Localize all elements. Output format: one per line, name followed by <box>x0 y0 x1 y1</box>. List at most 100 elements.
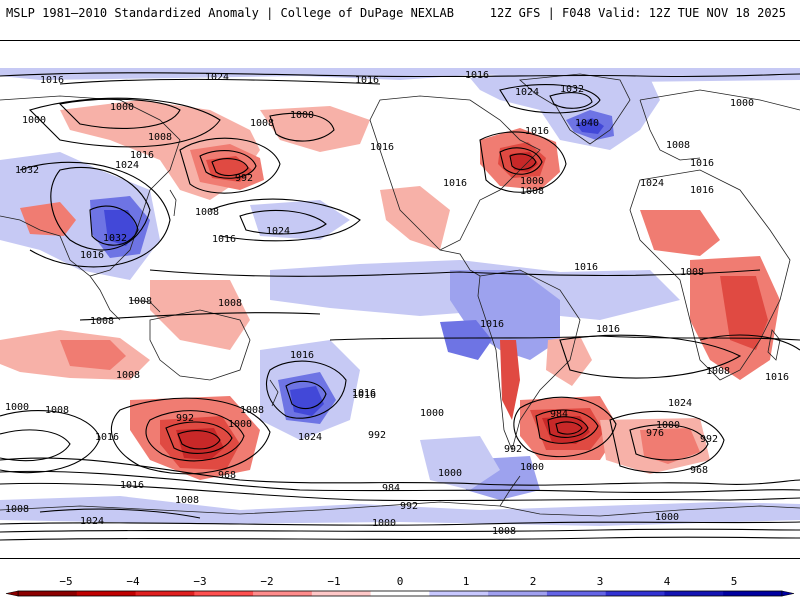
isobar-label: 1016 <box>596 324 620 335</box>
isobar-label: 968 <box>218 470 236 481</box>
anomaly-asia-blue-deep <box>104 210 138 246</box>
anomaly-samerica-core <box>440 320 492 360</box>
coast-japan <box>169 189 177 217</box>
isobar-label: 1000 <box>656 420 680 431</box>
colorbar-segment <box>253 591 313 596</box>
isobar-label: 992 <box>504 444 522 455</box>
isobar-label: 1000 <box>22 115 46 126</box>
colorbar-tick: 1 <box>463 575 470 588</box>
isobar-aleutian-992 <box>211 158 249 177</box>
isobar-tropical-1008 <box>79 312 321 321</box>
isobar-label: 1016 <box>212 234 236 245</box>
isobar-southatl-1000 <box>513 396 617 458</box>
colorbar-segment <box>605 591 665 596</box>
isobar-asia-1016 <box>19 161 171 268</box>
isobar-npac-1024 <box>239 209 327 235</box>
isobar-label: 1024 <box>205 72 229 83</box>
isobar-tasman-1024 <box>285 380 327 410</box>
isobar-label: 1024 <box>515 87 539 98</box>
anomaly-eafrica-core <box>720 276 768 350</box>
isobar-label: 1008 <box>90 316 114 327</box>
isobar-southindian-992 <box>629 424 709 461</box>
isobar-left-992 <box>0 429 71 462</box>
isobar-label: 968 <box>690 465 708 476</box>
isobar-label: 992 <box>700 434 718 445</box>
isobar-label: 1024 <box>298 432 322 443</box>
isobar-label: 1008 <box>680 267 704 278</box>
isobar-label: 1024 <box>266 226 290 237</box>
isobar-labels: 1016 1024 1016 1016 1024 1032 1000 1000 … <box>5 70 789 537</box>
colorbar-segment <box>194 591 254 596</box>
colorbar-tick: −3 <box>193 575 206 588</box>
isobar-label: 1016 <box>290 350 314 361</box>
isobar-label: 1016 <box>130 150 154 161</box>
map-title: MSLP 1981–2010 Standardized Anomaly | Co… <box>6 6 454 20</box>
isobar-aleutian-1000 <box>199 150 257 179</box>
isobar-label: 1016 <box>690 185 714 196</box>
colorbar-segment <box>311 591 372 596</box>
anomaly-andes-red <box>500 340 520 420</box>
isobar-label: 1024 <box>668 398 692 409</box>
isobar-label: 1000 <box>5 402 29 413</box>
colorbar-segment <box>429 591 489 596</box>
isobar-label: 1000 <box>228 419 252 430</box>
colorbar-segment <box>546 591 607 596</box>
isobar-label: 1008 <box>5 504 29 515</box>
isobars <box>0 72 800 541</box>
colorbar-max-arrow <box>781 590 795 597</box>
isobar-label: 984 <box>382 483 400 494</box>
isobar-label: 984 <box>550 409 568 420</box>
isobar-label: 1016 <box>80 250 104 261</box>
isobar-arctic-1016 <box>0 72 800 78</box>
isobar-ocean-1024 <box>559 334 742 379</box>
isobar-label: 1016 <box>690 158 714 169</box>
isobar-asia-1024 <box>50 166 151 251</box>
isobar-label: 1000 <box>655 512 679 523</box>
isobar-label: 1016 <box>355 75 379 86</box>
isobar-nw-pacific-1008 <box>28 97 221 148</box>
isobar-southpac-1008 <box>110 397 271 475</box>
isobar-label: 1016 <box>370 142 394 153</box>
isobar-label: 1008 <box>706 366 730 377</box>
colorbar-tick: 3 <box>597 575 604 588</box>
isobar-southern-1008 <box>0 457 800 486</box>
colorbar-tick: −1 <box>327 575 340 588</box>
isobar-label: 1032 <box>15 165 39 176</box>
isobar-labrador-1008 <box>479 131 567 193</box>
isobar-label: 1016 <box>480 319 504 330</box>
colorbar-segment <box>18 591 78 596</box>
isobar-antarctic-1024 <box>39 508 201 519</box>
anomaly-greenland-deep <box>576 118 604 134</box>
isobar-label: 1016 <box>765 372 789 383</box>
coast-southeast-asia <box>89 275 161 321</box>
isobar-label: 1008 <box>128 296 152 307</box>
colorbar-segment <box>488 591 548 596</box>
colorbar-segment <box>370 591 430 596</box>
colorbar-tick: 2 <box>530 575 537 588</box>
isobar-greenland-1024 <box>499 83 601 114</box>
isobar-label: 1008 <box>520 186 544 197</box>
colorbar-segment <box>664 591 724 596</box>
colorbar-tick-labels: −5 −4 −3 −2 −1 0 1 2 3 4 5 <box>59 575 737 588</box>
isobar-greenland-1032 <box>549 92 593 109</box>
colorbar-min-arrow <box>5 590 19 597</box>
colorbar-tick: 5 <box>731 575 738 588</box>
anomaly-aus-red <box>150 280 250 350</box>
isobar-label: 1024 <box>80 516 104 527</box>
isobar-southatl-976 <box>555 421 583 435</box>
coast-north-america <box>369 95 541 251</box>
colorbar-gradient <box>5 590 795 597</box>
isobar-label: 1032 <box>560 84 584 95</box>
isobar-label: 1008 <box>45 405 69 416</box>
coast-australia <box>149 309 251 381</box>
isobar-label: 1016 <box>352 390 376 401</box>
isobar-label: 976 <box>646 428 664 439</box>
isobar-arctic-1024 <box>59 78 381 85</box>
colorbar-tick: −2 <box>260 575 273 588</box>
coast-antarctica <box>0 501 800 517</box>
coast-africa <box>629 169 791 381</box>
isobar-label: 1016 <box>120 480 144 491</box>
isobar-label: 1016 <box>465 70 489 81</box>
pressure-anomaly-map: 1016 1024 1016 1016 1024 1032 1000 1000 … <box>0 40 800 560</box>
isobar-antarctic-1008 <box>0 528 800 533</box>
